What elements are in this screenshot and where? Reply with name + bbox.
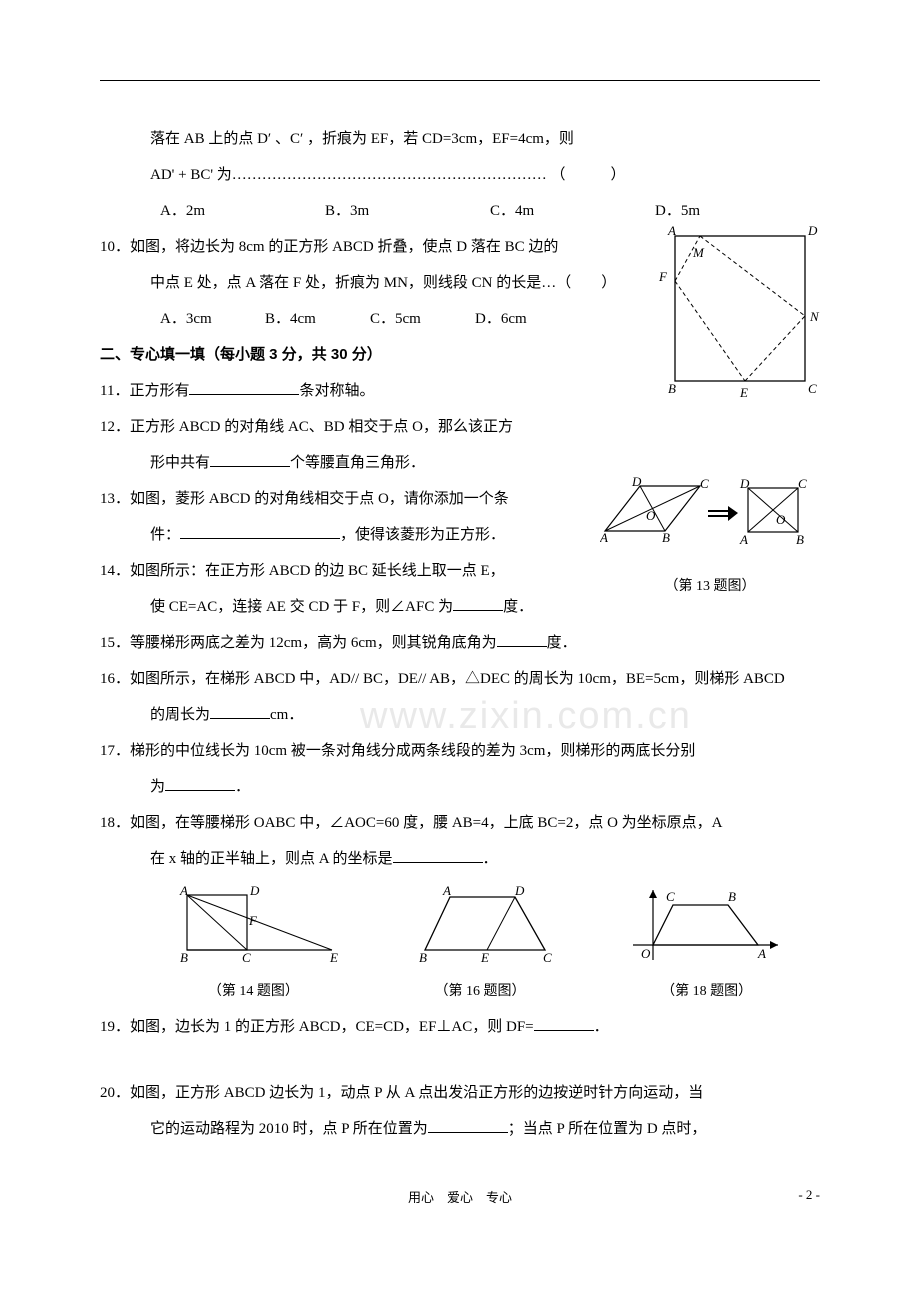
q9-opt-a: A．2m [160, 193, 325, 229]
figure-q14: A B C D E F [172, 885, 352, 975]
svg-text:O: O [646, 508, 656, 523]
svg-text:A: A [739, 532, 748, 547]
q10-opt-d: D．6cm [475, 301, 580, 337]
figure-q18: O A B C [628, 885, 788, 975]
svg-text:A: A [600, 530, 608, 545]
footer-text: 用心 爱心 专心 [160, 1187, 760, 1206]
svg-text:D: D [631, 476, 642, 489]
q20-line1: 20．如图，正方形 ABCD 边长为 1，动点 P 从 A 点出发沿正方形的边按… [100, 1075, 820, 1111]
q10-opt-b: B．4cm [265, 301, 370, 337]
q17-line2: 为． [100, 769, 820, 805]
svg-text:C: C [242, 950, 251, 965]
figure-q16-caption: （第 16 题图） [434, 975, 525, 1009]
svg-text:N: N [809, 309, 820, 324]
svg-text:B: B [796, 532, 804, 547]
svg-text:C: C [808, 381, 817, 396]
svg-text:F: F [658, 269, 668, 284]
svg-text:C: C [798, 476, 807, 491]
q10-opt-c: C．5cm [370, 301, 475, 337]
svg-text:F: F [248, 913, 258, 928]
q17-line1: 17．梯形的中位线长为 10cm 被一条对角线分成两条线段的差为 3cm，则梯形… [100, 733, 820, 769]
svg-text:D: D [249, 885, 260, 898]
svg-text:B: B [728, 889, 736, 904]
svg-text:O: O [776, 512, 786, 527]
footer: 用心 爱心 专心 - 2 - [100, 1187, 820, 1206]
svg-text:B: B [662, 530, 670, 545]
q20-line2: 它的运动路程为 2010 时，点 P 所在位置为；当点 P 所在位置为 D 点时… [100, 1111, 820, 1147]
svg-text:B: B [419, 950, 427, 965]
page-number: - 2 - [760, 1187, 820, 1206]
figure-q16: A B C D E [415, 885, 565, 975]
svg-text:D: D [807, 223, 818, 238]
svg-text:E: E [329, 950, 338, 965]
top-ruler [100, 80, 820, 81]
q9-line2: AD' + BC' 为……………………………………………………… （ ） [100, 157, 820, 193]
svg-text:D: D [514, 885, 525, 898]
svg-text:O: O [641, 946, 651, 961]
svg-text:C: C [666, 889, 675, 904]
svg-text:M: M [692, 245, 705, 260]
content-area: www.zixin.com.cn A D B C E M F N [100, 121, 820, 1147]
q9-line1: 落在 AB 上的点 D′ 、C′ ，折痕为 EF，若 CD=3cm，EF=4cm… [100, 121, 820, 157]
q10-options: A．3cm B．4cm C．5cm D．6cm [100, 301, 580, 337]
figure-q14-caption: （第 14 题图） [208, 975, 299, 1009]
figure-q13-rhombus: A B C D O A B C D O （第 13 题图） [600, 476, 820, 604]
figure-q13-caption: （第 13 题图） [600, 570, 820, 604]
q9-opt-c: C．4m [490, 193, 655, 229]
q9-opt-b: B．3m [325, 193, 490, 229]
q10-opt-a: A．3cm [160, 301, 265, 337]
svg-text:A: A [442, 885, 451, 898]
q19: 19．如图，边长为 1 的正方形 ABCD，CE=CD，EF⊥AC，则 DF=． [100, 1009, 820, 1045]
q18-line2: 在 x 轴的正半轴上，则点 A 的坐标是． [100, 841, 820, 877]
svg-text:A: A [757, 946, 766, 961]
figure-row: A B C D E F A B C D E [100, 885, 820, 975]
figure-q18-caption: （第 18 题图） [661, 975, 752, 1009]
svg-text:E: E [480, 950, 489, 965]
svg-text:A: A [667, 223, 676, 238]
q18-line1: 18．如图，在等腰梯形 OABC 中，∠AOC=60 度，腰 AB=4，上底 B… [100, 805, 820, 841]
figure-q10-square: A D B C E M F N [640, 221, 820, 425]
svg-text:B: B [668, 381, 676, 396]
figure-captions: （第 14 题图） （第 16 题图） （第 18 题图） [100, 975, 820, 1009]
svg-text:C: C [543, 950, 552, 965]
svg-text:C: C [700, 476, 709, 491]
svg-text:E: E [739, 385, 748, 400]
q16-line2: 的周长为cm． [100, 697, 820, 733]
q15: 15．等腰梯形两底之差为 12cm，高为 6cm，则其锐角底角为度． [100, 625, 820, 661]
q16-line1: 16．如图所示，在梯形 ABCD 中，AD// BC，DE// AB，△DEC … [100, 661, 820, 697]
svg-text:D: D [739, 476, 750, 491]
svg-text:B: B [180, 950, 188, 965]
svg-text:A: A [179, 885, 188, 898]
